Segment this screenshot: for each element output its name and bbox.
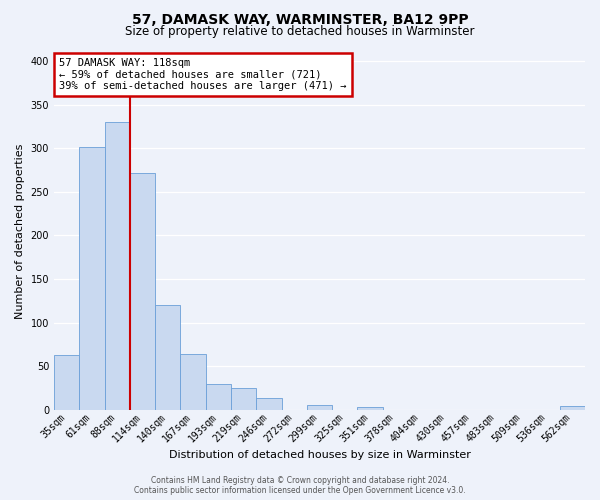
Bar — [307, 406, 332, 409]
Bar — [181, 354, 206, 410]
Bar — [54, 355, 79, 410]
Text: Contains HM Land Registry data © Crown copyright and database right 2024.
Contai: Contains HM Land Registry data © Crown c… — [134, 476, 466, 495]
Bar — [231, 388, 256, 409]
Bar — [79, 146, 104, 410]
Y-axis label: Number of detached properties: Number of detached properties — [15, 144, 25, 319]
Bar — [560, 406, 585, 409]
Bar — [104, 122, 130, 410]
Bar — [256, 398, 281, 409]
Text: Size of property relative to detached houses in Warminster: Size of property relative to detached ho… — [125, 25, 475, 38]
Text: 57 DAMASK WAY: 118sqm
← 59% of detached houses are smaller (721)
39% of semi-det: 57 DAMASK WAY: 118sqm ← 59% of detached … — [59, 58, 347, 91]
Bar — [130, 172, 155, 410]
Bar — [206, 384, 231, 409]
Text: 57, DAMASK WAY, WARMINSTER, BA12 9PP: 57, DAMASK WAY, WARMINSTER, BA12 9PP — [131, 12, 469, 26]
Bar — [358, 407, 383, 410]
X-axis label: Distribution of detached houses by size in Warminster: Distribution of detached houses by size … — [169, 450, 470, 460]
Bar — [155, 305, 181, 410]
